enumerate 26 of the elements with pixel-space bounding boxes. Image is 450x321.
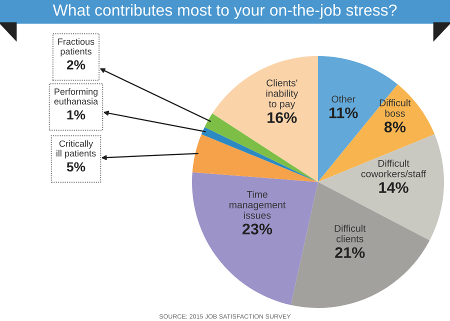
- slice-label: Difficult clients: [334, 224, 366, 242]
- pie-slice: [212, 56, 318, 182]
- data-label: 5%: [66, 162, 86, 172]
- slice-label: Difficult coworkers/staff: [361, 160, 426, 178]
- slice-label: Clients' inability to pay: [266, 79, 298, 110]
- data-label: 11%: [329, 107, 358, 118]
- data-label: 21%: [335, 247, 365, 258]
- slice-label: Fractious patients: [58, 38, 94, 56]
- slice-label: Time management issues: [230, 190, 286, 219]
- slice-label: Other: [332, 95, 356, 103]
- pie-slice: [192, 134, 318, 182]
- data-label: 1%: [67, 110, 86, 120]
- pie-slice: [201, 127, 318, 182]
- slice-label: Performing euthanasia: [54, 88, 98, 105]
- pie-slice: [290, 182, 430, 308]
- data-label: 14%: [379, 182, 408, 193]
- data-label: 2%: [66, 60, 86, 70]
- data-label: 16%: [268, 112, 297, 124]
- chart-title: What contributes most to your on-the-job stress?: [52, 4, 397, 19]
- pie-slice: [318, 134, 444, 240]
- slice-label: Critically ill patients: [56, 140, 96, 158]
- data-label: 8%: [384, 122, 406, 132]
- data-label: 23%: [242, 224, 272, 234]
- pie-slice: [318, 84, 435, 182]
- pie-slice: [192, 172, 318, 306]
- pie-slice: [204, 113, 318, 182]
